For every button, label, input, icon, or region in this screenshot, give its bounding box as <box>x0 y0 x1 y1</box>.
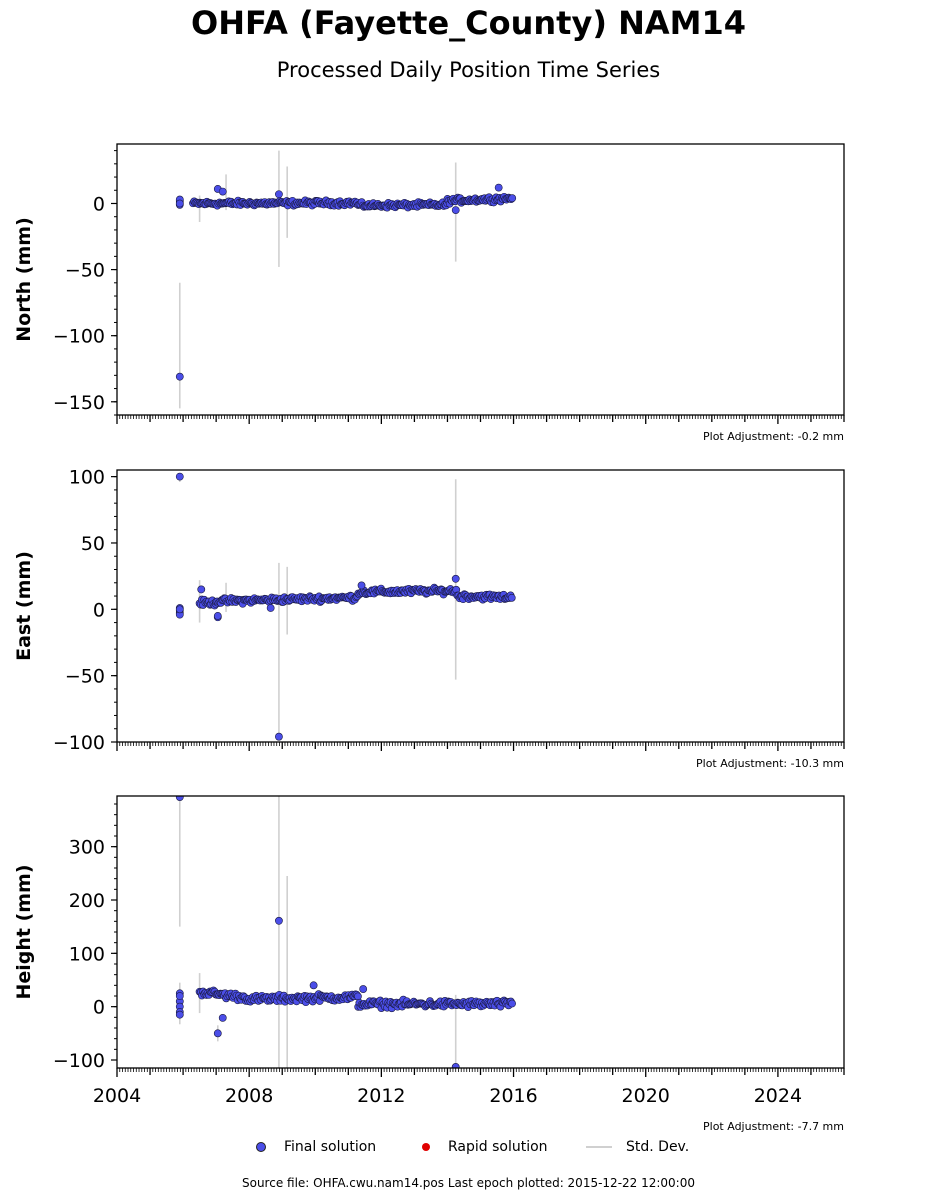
data-point <box>507 593 516 602</box>
y-tick-label: 0 <box>93 193 105 215</box>
data-point <box>218 1013 227 1022</box>
x-tick-label: 2016 <box>489 1085 537 1107</box>
x-tick-label: 2004 <box>93 1085 141 1107</box>
data-point <box>508 194 517 203</box>
y-axis-label: North (mm) <box>13 217 35 342</box>
rapid-solution-marker-icon <box>422 1143 430 1151</box>
data-point <box>175 472 184 481</box>
data-point <box>451 206 460 214</box>
y-tick-label: 0 <box>93 997 105 1019</box>
y-tick-label: 0 <box>93 599 105 621</box>
data-point <box>275 916 283 925</box>
legend-std-label: Std. Dev. <box>626 1139 690 1155</box>
data-point <box>175 605 184 614</box>
plot-adjustment-label: Plot Adjustment: -0.2 mm <box>703 430 844 443</box>
legend-rapid-label: Rapid solution <box>448 1139 548 1155</box>
y-tick-label: 300 <box>69 837 105 859</box>
legend: Final solution Rapid solution Std. Dev. <box>0 1137 937 1157</box>
data-layer <box>175 150 517 409</box>
final-solution-marker-icon <box>256 1142 266 1152</box>
source-footer: Source file: OHFA.cwu.nam14.pos Last epo… <box>241 1176 695 1190</box>
data-point <box>451 574 460 583</box>
data-point <box>213 612 222 620</box>
axes-frame <box>116 795 845 1069</box>
panel-east: 100 50 0 −50 −100 East (mm) Plot Adjustment: -… <box>13 467 845 770</box>
y-tick-label: −100 <box>53 326 105 348</box>
data-point <box>266 604 275 612</box>
legend-rapid: Rapid solution <box>422 1137 548 1157</box>
y-tick-label: 50 <box>81 533 105 555</box>
y-tick-label: 200 <box>69 890 105 912</box>
y-tick-label: 100 <box>69 943 105 965</box>
std-dev-line-icon <box>586 1146 612 1148</box>
y-axis-label: East (mm) <box>13 551 35 661</box>
data-point <box>175 992 184 1000</box>
x-tick-label: 2024 <box>754 1085 802 1107</box>
legend-std: Std. Dev. <box>586 1137 689 1157</box>
y-tick-label: −100 <box>53 1050 105 1072</box>
data-layer <box>175 472 516 741</box>
data-point <box>451 1063 460 1068</box>
data-point <box>354 992 362 1001</box>
x-tick-label: 2008 <box>225 1085 273 1107</box>
data-point <box>175 1010 184 1019</box>
y-tick-label: −100 <box>53 732 105 754</box>
y-tick-label: −150 <box>53 392 105 414</box>
x-tick-label: 2020 <box>622 1085 670 1107</box>
x-tick-label: 2012 <box>357 1085 405 1107</box>
data-point <box>213 1029 222 1038</box>
data-point <box>357 581 366 590</box>
data-point <box>275 732 283 741</box>
plot-adjustment-label: Plot Adjustment: -7.7 mm <box>703 1120 844 1133</box>
data-point <box>175 372 184 381</box>
data-point <box>494 183 503 192</box>
data-layer <box>175 796 516 1068</box>
data-point <box>175 199 184 208</box>
plot-adjustment-label: Plot Adjustment: -10.3 mm <box>696 757 844 770</box>
data-point <box>275 190 283 199</box>
legend-final: Final solution <box>256 1137 376 1157</box>
y-tick-label: 100 <box>69 467 105 489</box>
y-axis-label: Height (mm) <box>13 864 35 999</box>
y-tick-label: −50 <box>65 260 105 282</box>
chart-subtitle: Processed Daily Position Time Series <box>276 58 661 82</box>
data-point <box>309 981 318 990</box>
y-tick-label: −50 <box>65 666 105 688</box>
panel-height: 300 200 100 0 −100 2004 2008 2012 2016 2020 2024 He… <box>13 795 845 1133</box>
data-point <box>218 187 227 196</box>
data-point <box>175 796 184 801</box>
panel-north: 0 −50 −100 −150 North (mm) Plot Adjustment: -… <box>13 143 845 443</box>
legend-final-label: Final solution <box>284 1139 377 1155</box>
data-point <box>508 999 516 1008</box>
data-point <box>197 585 206 594</box>
chart-title: OHFA (Fayette_County) NAM14 <box>190 4 747 42</box>
data-point <box>359 985 368 993</box>
